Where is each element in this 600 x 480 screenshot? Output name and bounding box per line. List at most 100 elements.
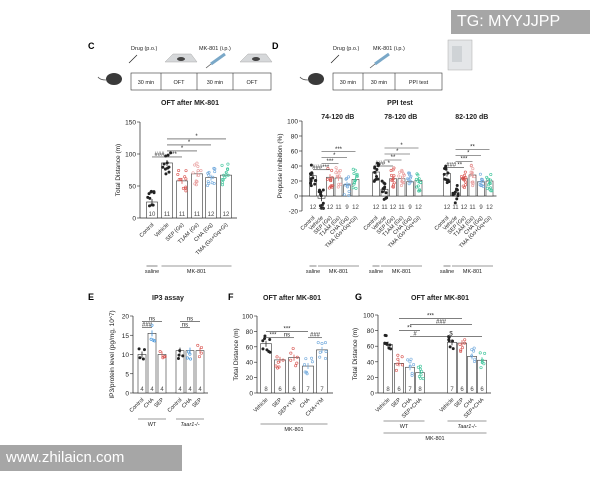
- data-point: [318, 355, 322, 359]
- data-point: [486, 177, 490, 181]
- data-point: [177, 353, 181, 357]
- data-point: [176, 173, 180, 177]
- data-point: [336, 185, 340, 189]
- data-point: [482, 362, 486, 366]
- significance-label: ###: [446, 163, 457, 169]
- group-label: MK-801: [425, 436, 444, 442]
- n-label: 7: [320, 387, 324, 393]
- drug-label: Drug (p.o.): [333, 46, 359, 52]
- data-point: [462, 173, 466, 177]
- data-point: [221, 178, 225, 182]
- data-point: [382, 181, 386, 185]
- data-point: [334, 171, 338, 175]
- data-point: [289, 351, 293, 355]
- group-label: MK-801: [392, 269, 411, 275]
- data-point: [489, 186, 493, 190]
- data-point: [335, 169, 339, 173]
- data-point: [347, 182, 351, 186]
- data-point: [472, 346, 476, 350]
- data-point: [417, 177, 421, 181]
- arrow-icon: [128, 54, 138, 64]
- data-point: [329, 178, 333, 182]
- mk801-label: MK-801 (i.p.): [199, 46, 231, 52]
- data-point: [184, 177, 188, 181]
- data-point: [384, 191, 388, 195]
- data-point: [206, 180, 210, 184]
- data-point: [226, 167, 230, 171]
- data-point: [460, 346, 464, 350]
- data-point: [398, 170, 402, 174]
- data-point: [352, 171, 356, 175]
- data-point: [263, 336, 267, 340]
- category-label: Vehicle: [253, 397, 270, 414]
- data-point: [448, 345, 452, 349]
- significance-label: **: [172, 152, 177, 158]
- data-point: [344, 177, 348, 181]
- data-point: [220, 183, 224, 187]
- data-point: [320, 341, 324, 345]
- n-label: 6: [397, 387, 401, 393]
- panel-letter-E: E: [88, 292, 94, 302]
- category-label: SEP: [191, 397, 203, 409]
- significance-label: #: [413, 331, 417, 337]
- data-point: [342, 193, 346, 197]
- category-label: SEP: [153, 397, 165, 409]
- n-label: 4: [188, 387, 192, 393]
- data-point: [391, 185, 395, 189]
- data-point: [147, 192, 151, 196]
- n-label: 12: [310, 205, 317, 211]
- n-label: 12: [352, 205, 359, 211]
- data-point: [408, 173, 412, 177]
- data-point: [389, 169, 393, 173]
- data-point: [464, 180, 468, 184]
- y-axis-label: Prepulse inhibition (%): [277, 133, 284, 198]
- y-tick-label: 20: [122, 314, 130, 321]
- y-axis-label: Total Distance (m): [115, 144, 122, 196]
- y-tick-label: 40: [367, 359, 375, 366]
- y-tick-label: 150: [125, 120, 136, 127]
- data-point: [410, 371, 414, 375]
- data-point: [302, 363, 306, 367]
- n-label: 12: [444, 205, 451, 211]
- data-point: [334, 166, 338, 170]
- data-point: [385, 196, 389, 200]
- data-point: [318, 350, 322, 354]
- data-point: [347, 193, 351, 197]
- data-point: [400, 355, 404, 359]
- y-tick-label: 60: [367, 344, 375, 351]
- data-point: [189, 357, 193, 361]
- significance-label: ns: [182, 322, 188, 328]
- data-point: [309, 184, 313, 188]
- watermark-top-right: TG: MYYJJPP: [451, 10, 590, 34]
- arrow-icon: [330, 54, 340, 64]
- n-label: 9: [479, 205, 483, 211]
- data-point: [316, 341, 320, 345]
- data-point: [274, 364, 278, 368]
- data-point: [330, 176, 334, 180]
- data-point: [177, 168, 181, 172]
- data-point: [347, 175, 351, 179]
- data-point: [396, 353, 400, 357]
- syringe-icon: [374, 52, 390, 66]
- n-label: 6: [292, 387, 296, 393]
- n-label: 11: [318, 205, 325, 211]
- data-point: [455, 183, 459, 187]
- significance-label: *: [195, 134, 198, 140]
- data-point: [478, 351, 482, 355]
- data-point: [184, 185, 188, 189]
- data-point: [330, 185, 334, 189]
- data-point: [388, 343, 392, 347]
- significance-label: ***: [269, 333, 277, 339]
- data-point: [416, 184, 420, 188]
- data-point: [446, 178, 450, 182]
- data-point: [416, 179, 420, 183]
- data-point: [470, 354, 474, 358]
- y-tick-label: 50: [129, 184, 137, 191]
- y-tick-label: 0: [294, 194, 298, 201]
- bar-control: [443, 173, 451, 197]
- data-point: [181, 186, 185, 190]
- timeline-cell: 30 min: [207, 80, 224, 86]
- y-tick-label: 40: [291, 164, 299, 171]
- syringe-needle-icon: [369, 63, 376, 69]
- data-point: [226, 173, 230, 177]
